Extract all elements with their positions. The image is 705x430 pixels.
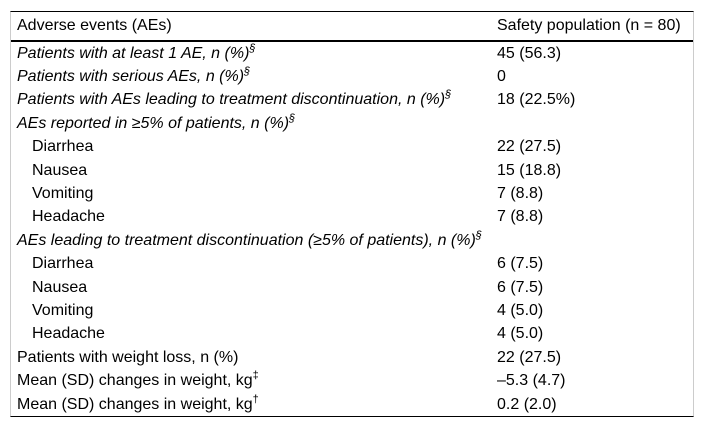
table-row: Diarrhea 22 (27.5)	[11, 136, 693, 159]
footnote-marker: §	[475, 229, 482, 242]
footnote-marker: §	[244, 65, 251, 78]
table-row: Mean (SD) changes in weight, kg‡ –5.3 (4…	[11, 369, 693, 392]
row-label-cell: Patients with serious AEs, n (%)§	[11, 65, 497, 86]
table-row: AEs reported in ≥5% of patients, n (%)§	[11, 112, 693, 135]
row-label: Mean (SD) changes in weight, kg	[17, 372, 253, 390]
row-value: 4 (5.0)	[497, 301, 544, 319]
table-row: Vomiting 7 (8.8)	[11, 182, 693, 205]
row-label-cell: Mean (SD) changes in weight, kg‡	[11, 369, 497, 390]
row-label: Patients with AEs leading to treatment d…	[17, 91, 446, 109]
row-value: 6 (7.5)	[497, 278, 544, 296]
row-label: Nausea	[32, 161, 88, 179]
row-value: 18 (22.5%)	[497, 91, 576, 109]
row-label-cell: Vomiting	[11, 302, 497, 320]
row-label: Mean (SD) changes in weight, kg	[17, 395, 253, 413]
table-row: Patients with weight loss, n (%) 22 (27.…	[11, 346, 693, 369]
table-row: Headache 7 (8.8)	[11, 206, 693, 229]
table-row: Headache 4 (5.0)	[11, 323, 693, 346]
row-label: Patients with at least 1 AE, n (%)	[17, 44, 250, 62]
row-value: 22 (27.5)	[497, 138, 562, 156]
table-body: Patients with at least 1 AE, n (%)§ 45 (…	[11, 42, 693, 416]
row-label-cell: Vomiting	[11, 185, 497, 203]
row-label: Diarrhea	[32, 138, 94, 156]
row-label-cell: AEs leading to treatment discontinuation…	[11, 229, 497, 250]
table-row: Mean (SD) changes in weight, kg† 0.2 (2.…	[11, 393, 693, 416]
table-header-row: Adverse events (AEs) Safety population (…	[11, 12, 693, 42]
footnote-marker: §	[249, 42, 256, 55]
row-label-cell: Diarrhea	[11, 255, 497, 273]
row-label: Nausea	[32, 278, 88, 296]
row-value: 4 (5.0)	[497, 325, 544, 343]
footnote-marker: †	[252, 393, 259, 406]
table-row: Patients with AEs leading to treatment d…	[11, 89, 693, 112]
footnote-marker: §	[445, 89, 452, 102]
table-row: Nausea 15 (18.8)	[11, 159, 693, 182]
row-label-cell: AEs reported in ≥5% of patients, n (%)§	[11, 112, 497, 133]
row-value: 7 (8.8)	[497, 208, 544, 226]
row-label: AEs reported in ≥5% of patients, n (%)	[17, 114, 290, 132]
row-label: Patients with weight loss, n (%)	[17, 348, 239, 366]
row-label-cell: Patients with AEs leading to treatment d…	[11, 89, 497, 109]
row-label-cell: Nausea	[11, 279, 497, 297]
table-row: Patients with serious AEs, n (%)§ 0	[11, 65, 693, 88]
row-label: Headache	[32, 208, 105, 226]
row-label-cell: Patients with weight loss, n (%)	[11, 349, 497, 367]
row-label: AEs leading to treatment discontinuation…	[17, 231, 476, 249]
table-row: AEs leading to treatment discontinuation…	[11, 229, 693, 252]
row-value: –5.3 (4.7)	[497, 372, 566, 390]
row-label: Headache	[32, 325, 105, 343]
table-row: Patients with at least 1 AE, n (%)§ 45 (…	[11, 42, 693, 65]
row-value: 0.2 (2.0)	[497, 395, 557, 413]
row-value: 0	[497, 68, 506, 86]
row-value: 45 (56.3)	[497, 44, 562, 62]
header-safety-population: Safety population (n = 80)	[497, 17, 681, 34]
row-label: Vomiting	[32, 185, 94, 203]
row-label-cell: Diarrhea	[11, 138, 497, 156]
row-label: Vomiting	[32, 301, 94, 319]
adverse-events-table: Adverse events (AEs) Safety population (…	[10, 11, 694, 418]
row-value: 7 (8.8)	[497, 185, 544, 203]
row-value: 6 (7.5)	[497, 255, 544, 273]
row-label: Patients with serious AEs, n (%)	[17, 68, 245, 86]
row-label-cell: Headache	[11, 325, 497, 343]
row-value: 22 (27.5)	[497, 348, 562, 366]
footnote-marker: ‡	[252, 369, 259, 382]
row-label-cell: Patients with at least 1 AE, n (%)§	[11, 42, 497, 63]
row-label-cell: Nausea	[11, 162, 497, 180]
table-row: Vomiting 4 (5.0)	[11, 299, 693, 322]
row-label: Diarrhea	[32, 255, 94, 273]
row-value: 15 (18.8)	[497, 161, 562, 179]
row-label-cell: Mean (SD) changes in weight, kg†	[11, 393, 497, 414]
header-adverse-events: Adverse events (AEs)	[17, 17, 172, 34]
table-row: Nausea 6 (7.5)	[11, 276, 693, 299]
table-row: Diarrhea 6 (7.5)	[11, 253, 693, 276]
footnote-marker: §	[289, 112, 296, 125]
row-label-cell: Headache	[11, 208, 497, 226]
